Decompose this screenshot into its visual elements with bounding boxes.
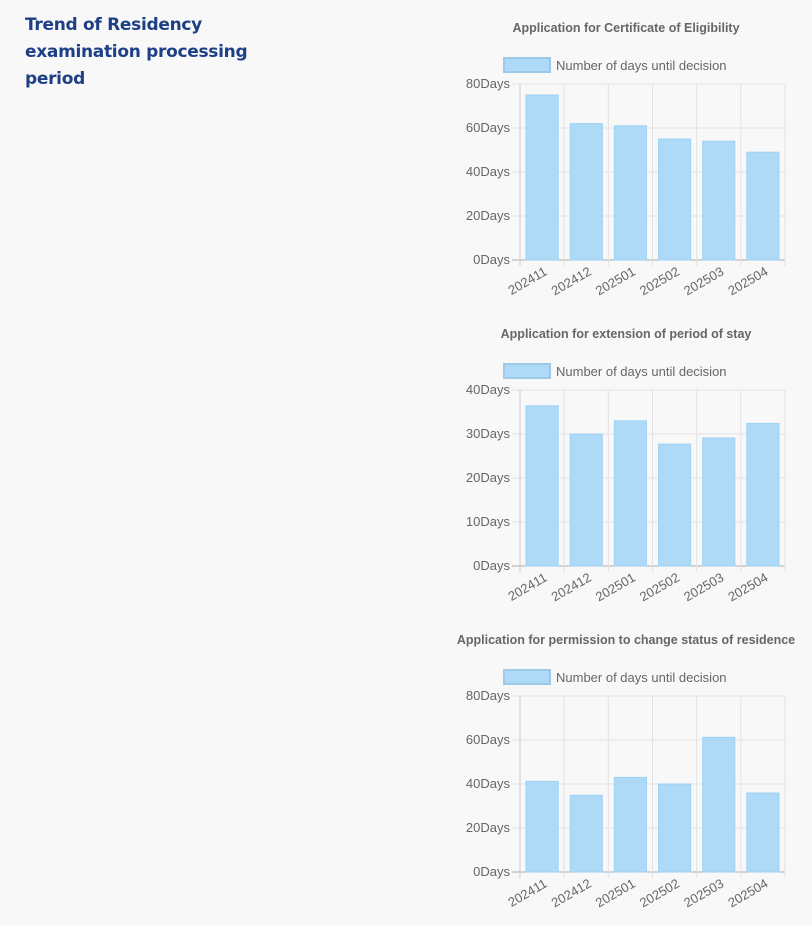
chart-svg: Application for Certificate of Eligibili… bbox=[466, 21, 786, 299]
y-tick-label: 10Days bbox=[466, 514, 511, 529]
x-tick-label: 202503 bbox=[681, 570, 726, 605]
y-tick-label: 60Days bbox=[466, 732, 511, 747]
bar-202411 bbox=[525, 94, 559, 261]
x-tick-label: 202412 bbox=[549, 264, 594, 299]
bar-202412 bbox=[569, 433, 603, 567]
bar-202411 bbox=[525, 405, 559, 567]
bar-202502 bbox=[658, 443, 692, 567]
y-tick-label: 40Days bbox=[466, 164, 511, 179]
x-tick-label: 202501 bbox=[593, 876, 638, 911]
y-tick-label: 0Days bbox=[473, 252, 510, 267]
bar-202412 bbox=[569, 123, 603, 261]
bar-202501 bbox=[613, 420, 647, 567]
x-tick-label: 202502 bbox=[637, 570, 682, 605]
legend-label: Number of days until decision bbox=[556, 670, 727, 685]
x-tick-label: 202411 bbox=[505, 570, 549, 604]
bar-202504 bbox=[746, 422, 780, 567]
x-tick-label: 202504 bbox=[725, 876, 770, 911]
y-tick-label: 40Days bbox=[466, 382, 511, 397]
chart-svg: Application for permission to change sta… bbox=[457, 633, 795, 911]
x-tick-label: 202412 bbox=[549, 876, 594, 911]
x-tick-label: 202504 bbox=[725, 570, 770, 605]
bar-202503 bbox=[702, 140, 736, 261]
bar-202412 bbox=[569, 794, 603, 873]
bar-202502 bbox=[658, 138, 692, 261]
y-tick-label: 20Days bbox=[466, 820, 511, 835]
bar-202503 bbox=[702, 736, 736, 873]
bar-202501 bbox=[613, 776, 647, 873]
chart-change-of-status: Application for permission to change sta… bbox=[440, 612, 812, 912]
x-tick-label: 202411 bbox=[505, 264, 549, 298]
chart-svg: Application for extension of period of s… bbox=[466, 327, 786, 605]
y-tick-label: 0Days bbox=[473, 864, 510, 879]
bar-202502 bbox=[658, 783, 692, 873]
y-tick-label: 30Days bbox=[466, 426, 511, 441]
chart-certificate-of-eligibility: Application for Certificate of Eligibili… bbox=[440, 0, 812, 300]
page-heading: Trend of Residency examination processin… bbox=[25, 15, 248, 89]
chart-extension-of-stay: Application for extension of period of s… bbox=[440, 306, 812, 606]
bar-202411 bbox=[525, 780, 559, 873]
bar-202504 bbox=[746, 792, 780, 873]
x-tick-label: 202412 bbox=[549, 570, 594, 605]
y-tick-label: 20Days bbox=[466, 470, 511, 485]
y-tick-label: 80Days bbox=[466, 688, 511, 703]
x-tick-label: 202501 bbox=[593, 264, 638, 299]
chart-title: Application for extension of period of s… bbox=[501, 327, 752, 341]
x-tick-label: 202504 bbox=[725, 264, 770, 299]
bar-202504 bbox=[746, 151, 780, 261]
x-tick-label: 202503 bbox=[681, 876, 726, 911]
bar-202503 bbox=[702, 437, 736, 567]
x-tick-label: 202502 bbox=[637, 876, 682, 911]
y-tick-label: 80Days bbox=[466, 76, 511, 91]
legend-swatch bbox=[503, 57, 551, 73]
y-tick-label: 0Days bbox=[473, 558, 510, 573]
y-tick-label: 40Days bbox=[466, 776, 511, 791]
y-tick-label: 60Days bbox=[466, 120, 511, 135]
x-tick-label: 202411 bbox=[505, 876, 549, 910]
bar-202501 bbox=[613, 125, 647, 261]
x-tick-label: 202501 bbox=[593, 570, 638, 605]
x-tick-label: 202502 bbox=[637, 264, 682, 299]
chart-title: Application for Certificate of Eligibili… bbox=[512, 21, 739, 35]
legend-swatch bbox=[503, 669, 551, 685]
legend-label: Number of days until decision bbox=[556, 58, 727, 73]
y-tick-label: 20Days bbox=[466, 208, 511, 223]
x-tick-label: 202503 bbox=[681, 264, 726, 299]
legend-swatch bbox=[503, 363, 551, 379]
chart-title: Application for permission to change sta… bbox=[457, 633, 795, 647]
legend-label: Number of days until decision bbox=[556, 364, 727, 379]
